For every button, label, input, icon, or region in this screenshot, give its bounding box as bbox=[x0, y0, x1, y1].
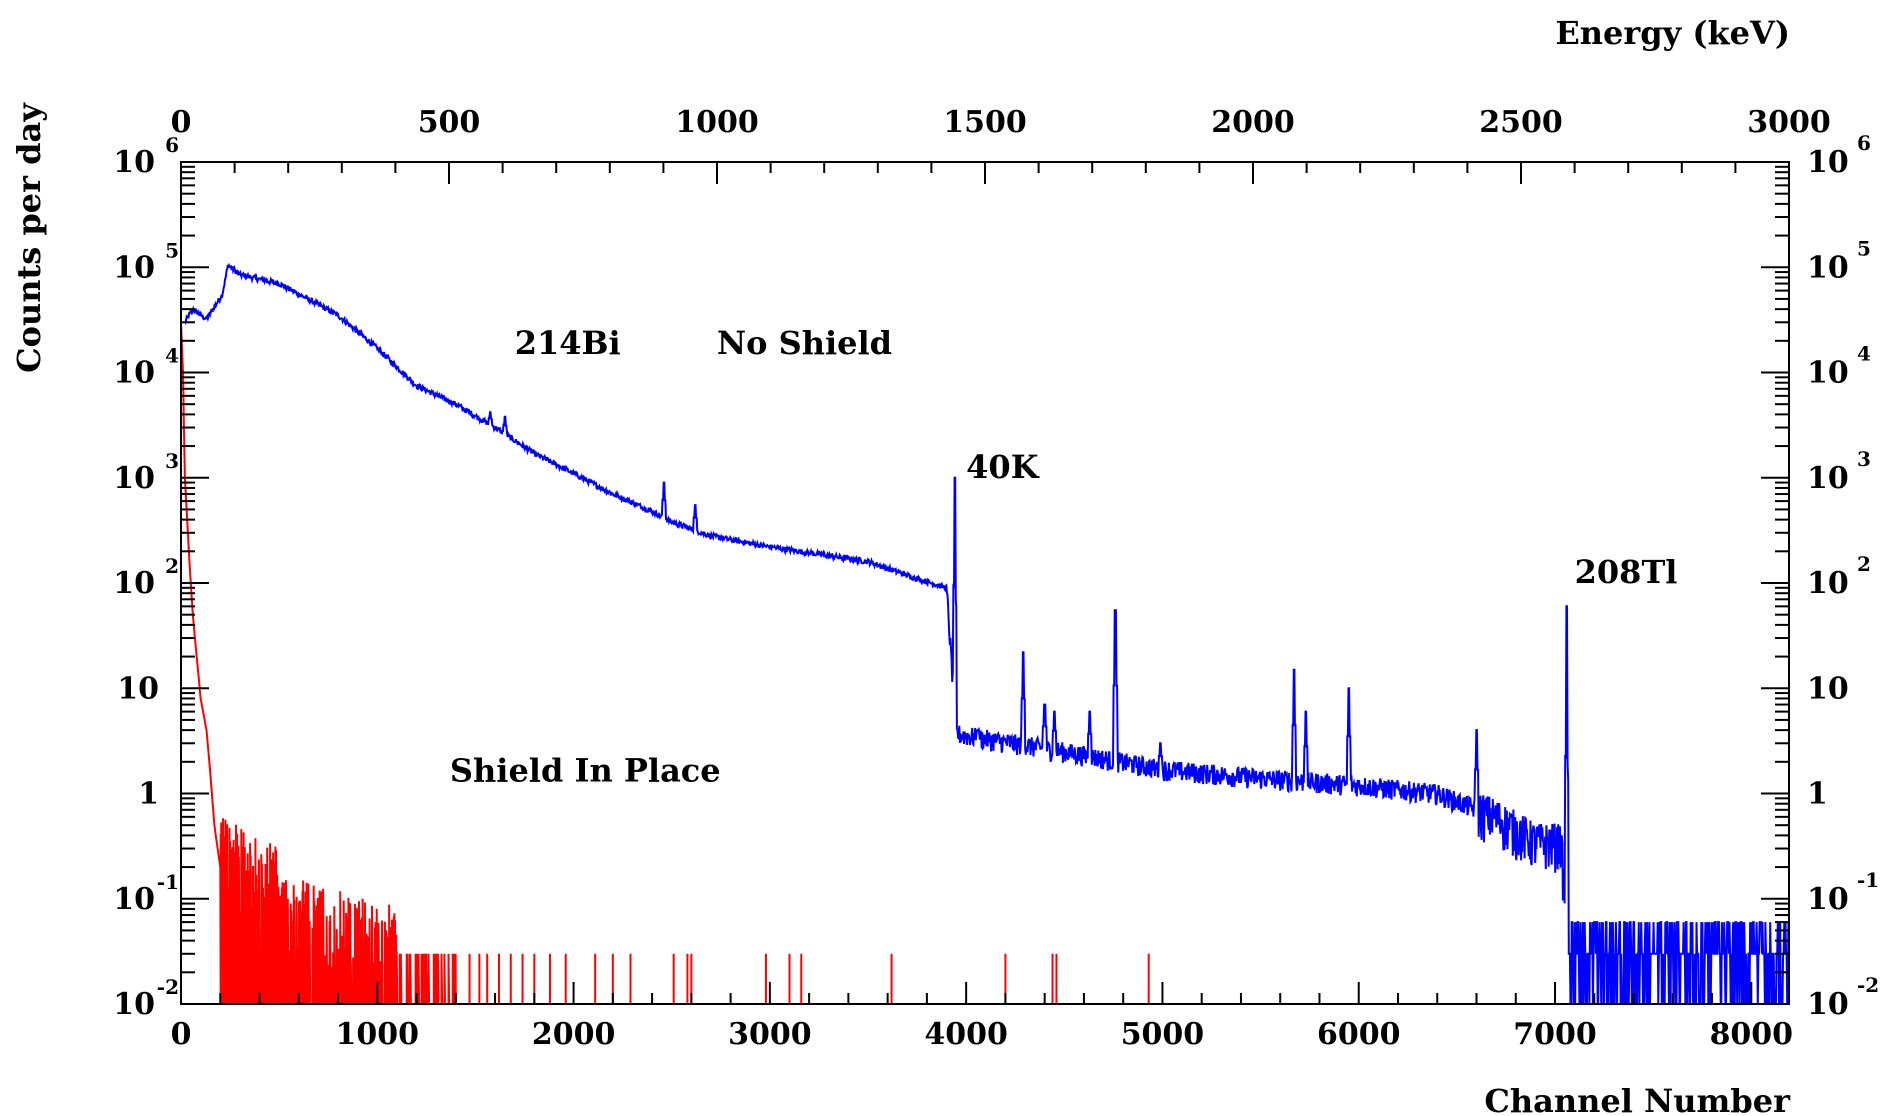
y-tick-exponent: 6 bbox=[165, 133, 179, 157]
x-tick-label: 7000 bbox=[1513, 1017, 1597, 1052]
y-tick-exponent: 2 bbox=[165, 554, 179, 578]
y-tick-label: 10 bbox=[113, 145, 155, 180]
top-x-tick-label: 3000 bbox=[1747, 105, 1831, 140]
y-tick-label: 10 bbox=[113, 566, 155, 601]
right-y-tick-label: 10 bbox=[1807, 882, 1849, 917]
y-tick-label: 10 bbox=[113, 356, 155, 391]
right-y-tick-exponent: 3 bbox=[1857, 447, 1871, 471]
y-tick-label: 10 bbox=[117, 671, 159, 706]
y-tick-exponent: -1 bbox=[157, 870, 179, 894]
x-tick-label: 6000 bbox=[1317, 1017, 1401, 1052]
right-y-tick-label: 10 bbox=[1807, 461, 1849, 496]
spectrum-traces bbox=[180, 262, 1790, 1005]
right-y-tick-exponent: 2 bbox=[1857, 552, 1871, 576]
annotation-label: 214Bi bbox=[515, 324, 621, 362]
no-shield-spectrum-line bbox=[184, 262, 1790, 1005]
x-tick-label: 4000 bbox=[924, 1017, 1008, 1052]
y-tick-label: 1 bbox=[138, 777, 159, 812]
axis-ticks bbox=[180, 161, 1790, 1005]
y-tick-label: 10 bbox=[113, 461, 155, 496]
right-y-tick-exponent: 6 bbox=[1857, 131, 1871, 155]
right-y-tick-label: 10 bbox=[1807, 566, 1849, 601]
annotations: 214Bi No Shield 40K 208Tl Shield In Place bbox=[450, 324, 1678, 790]
y-tick-exponent: -2 bbox=[157, 975, 179, 999]
top-x-tick-label: 1500 bbox=[943, 105, 1027, 140]
right-y-tick-label: 10 bbox=[1807, 356, 1849, 391]
top-x-tick-label: 500 bbox=[418, 105, 481, 140]
y-tick-exponent: 5 bbox=[165, 238, 179, 262]
right-y-tick-exponent: 5 bbox=[1857, 236, 1871, 260]
top-x-tick-label: 1000 bbox=[675, 105, 759, 140]
y-tick-label: 10 bbox=[113, 250, 155, 285]
y-tick-exponent: 3 bbox=[165, 449, 179, 473]
y-tick-label: 10 bbox=[113, 882, 155, 917]
x-tick-label: 1000 bbox=[336, 1017, 420, 1052]
top-x-tick-label: 2000 bbox=[1211, 105, 1295, 140]
right-y-tick-exponent: 4 bbox=[1857, 342, 1871, 366]
y-tick-exponent: 4 bbox=[165, 344, 179, 368]
right-y-tick-exponent: -1 bbox=[1857, 868, 1879, 892]
right-y-tick-label: 10 bbox=[1807, 987, 1849, 1022]
x-tick-label: 8000 bbox=[1710, 1017, 1794, 1052]
x-tick-label: 0 bbox=[171, 1017, 192, 1052]
plot-frame bbox=[180, 161, 1790, 1005]
right-y-tick-label: 1 bbox=[1807, 777, 1828, 812]
x-axis-label: Channel Number bbox=[1484, 1082, 1791, 1116]
shield-spectrum-line bbox=[180, 322, 457, 1005]
right-y-tick-label: 10 bbox=[1807, 250, 1849, 285]
right-y-tick-label: 10 bbox=[1807, 145, 1849, 180]
top-x-tick-label: 2500 bbox=[1479, 105, 1563, 140]
x-tick-label: 3000 bbox=[728, 1017, 812, 1052]
x-tick-label: 2000 bbox=[532, 1017, 616, 1052]
annotation-label: No Shield bbox=[717, 324, 892, 362]
annotation-label: Shield In Place bbox=[450, 752, 721, 790]
right-y-tick-exponent: -2 bbox=[1857, 973, 1879, 997]
x-tick-label: 5000 bbox=[1121, 1017, 1205, 1052]
annotation-label: 208Tl bbox=[1575, 553, 1678, 591]
y-axis-label: Counts per day bbox=[10, 102, 48, 373]
right-y-tick-label: 10 bbox=[1807, 671, 1849, 706]
top-x-tick-label: 0 bbox=[171, 105, 192, 140]
y-tick-label: 10 bbox=[113, 987, 155, 1022]
axis-tick-labels: 0 1000 2000 3000 4000 5000 6000 7000 8000 0 500 100… bbox=[113, 105, 1879, 1052]
top-x-axis-label: Energy (keV) bbox=[1555, 14, 1790, 52]
annotation-label: 40K bbox=[966, 448, 1040, 486]
